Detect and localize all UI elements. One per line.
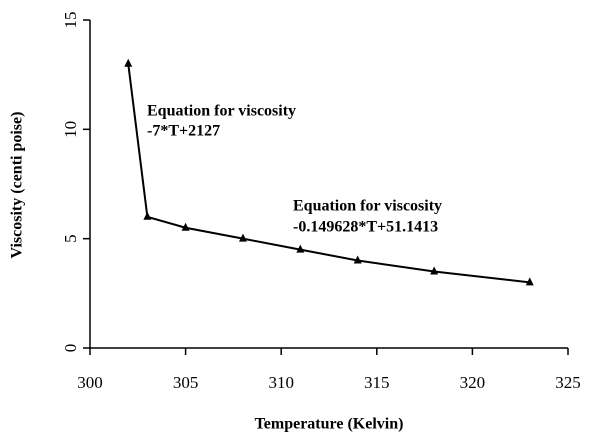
y-tick-label: 5 [61, 234, 80, 243]
data-point [181, 222, 190, 231]
x-tick-label: 300 [77, 373, 103, 392]
x-tick-label: 310 [268, 373, 294, 392]
data-point [430, 266, 439, 275]
annotation: Equation for viscosity [293, 198, 442, 215]
data-line [127, 63, 530, 284]
x-tick-label: 305 [173, 373, 199, 392]
y-axis-label: Viscosity (centi poise) [9, 112, 26, 259]
data-point [238, 233, 247, 242]
x-tick-label: 320 [460, 373, 486, 392]
x-tick-label: 325 [555, 373, 581, 392]
annotation: Equation for viscosity [147, 103, 296, 120]
data-point [353, 255, 362, 264]
annotation: -7*T+2127 [147, 123, 220, 140]
data-point [525, 277, 534, 286]
x-axis-label: Temperature (Kelvin) [255, 416, 404, 433]
y-tick-label: 10 [61, 121, 80, 138]
data-point [143, 211, 152, 220]
y-tick-label: 15 [61, 12, 80, 29]
data-point [124, 58, 133, 67]
y-tick-label: 0 [61, 344, 80, 353]
annotation: -0.149628*T+51.1413 [293, 219, 438, 236]
data-point [296, 244, 305, 253]
x-tick-label: 315 [364, 373, 390, 392]
